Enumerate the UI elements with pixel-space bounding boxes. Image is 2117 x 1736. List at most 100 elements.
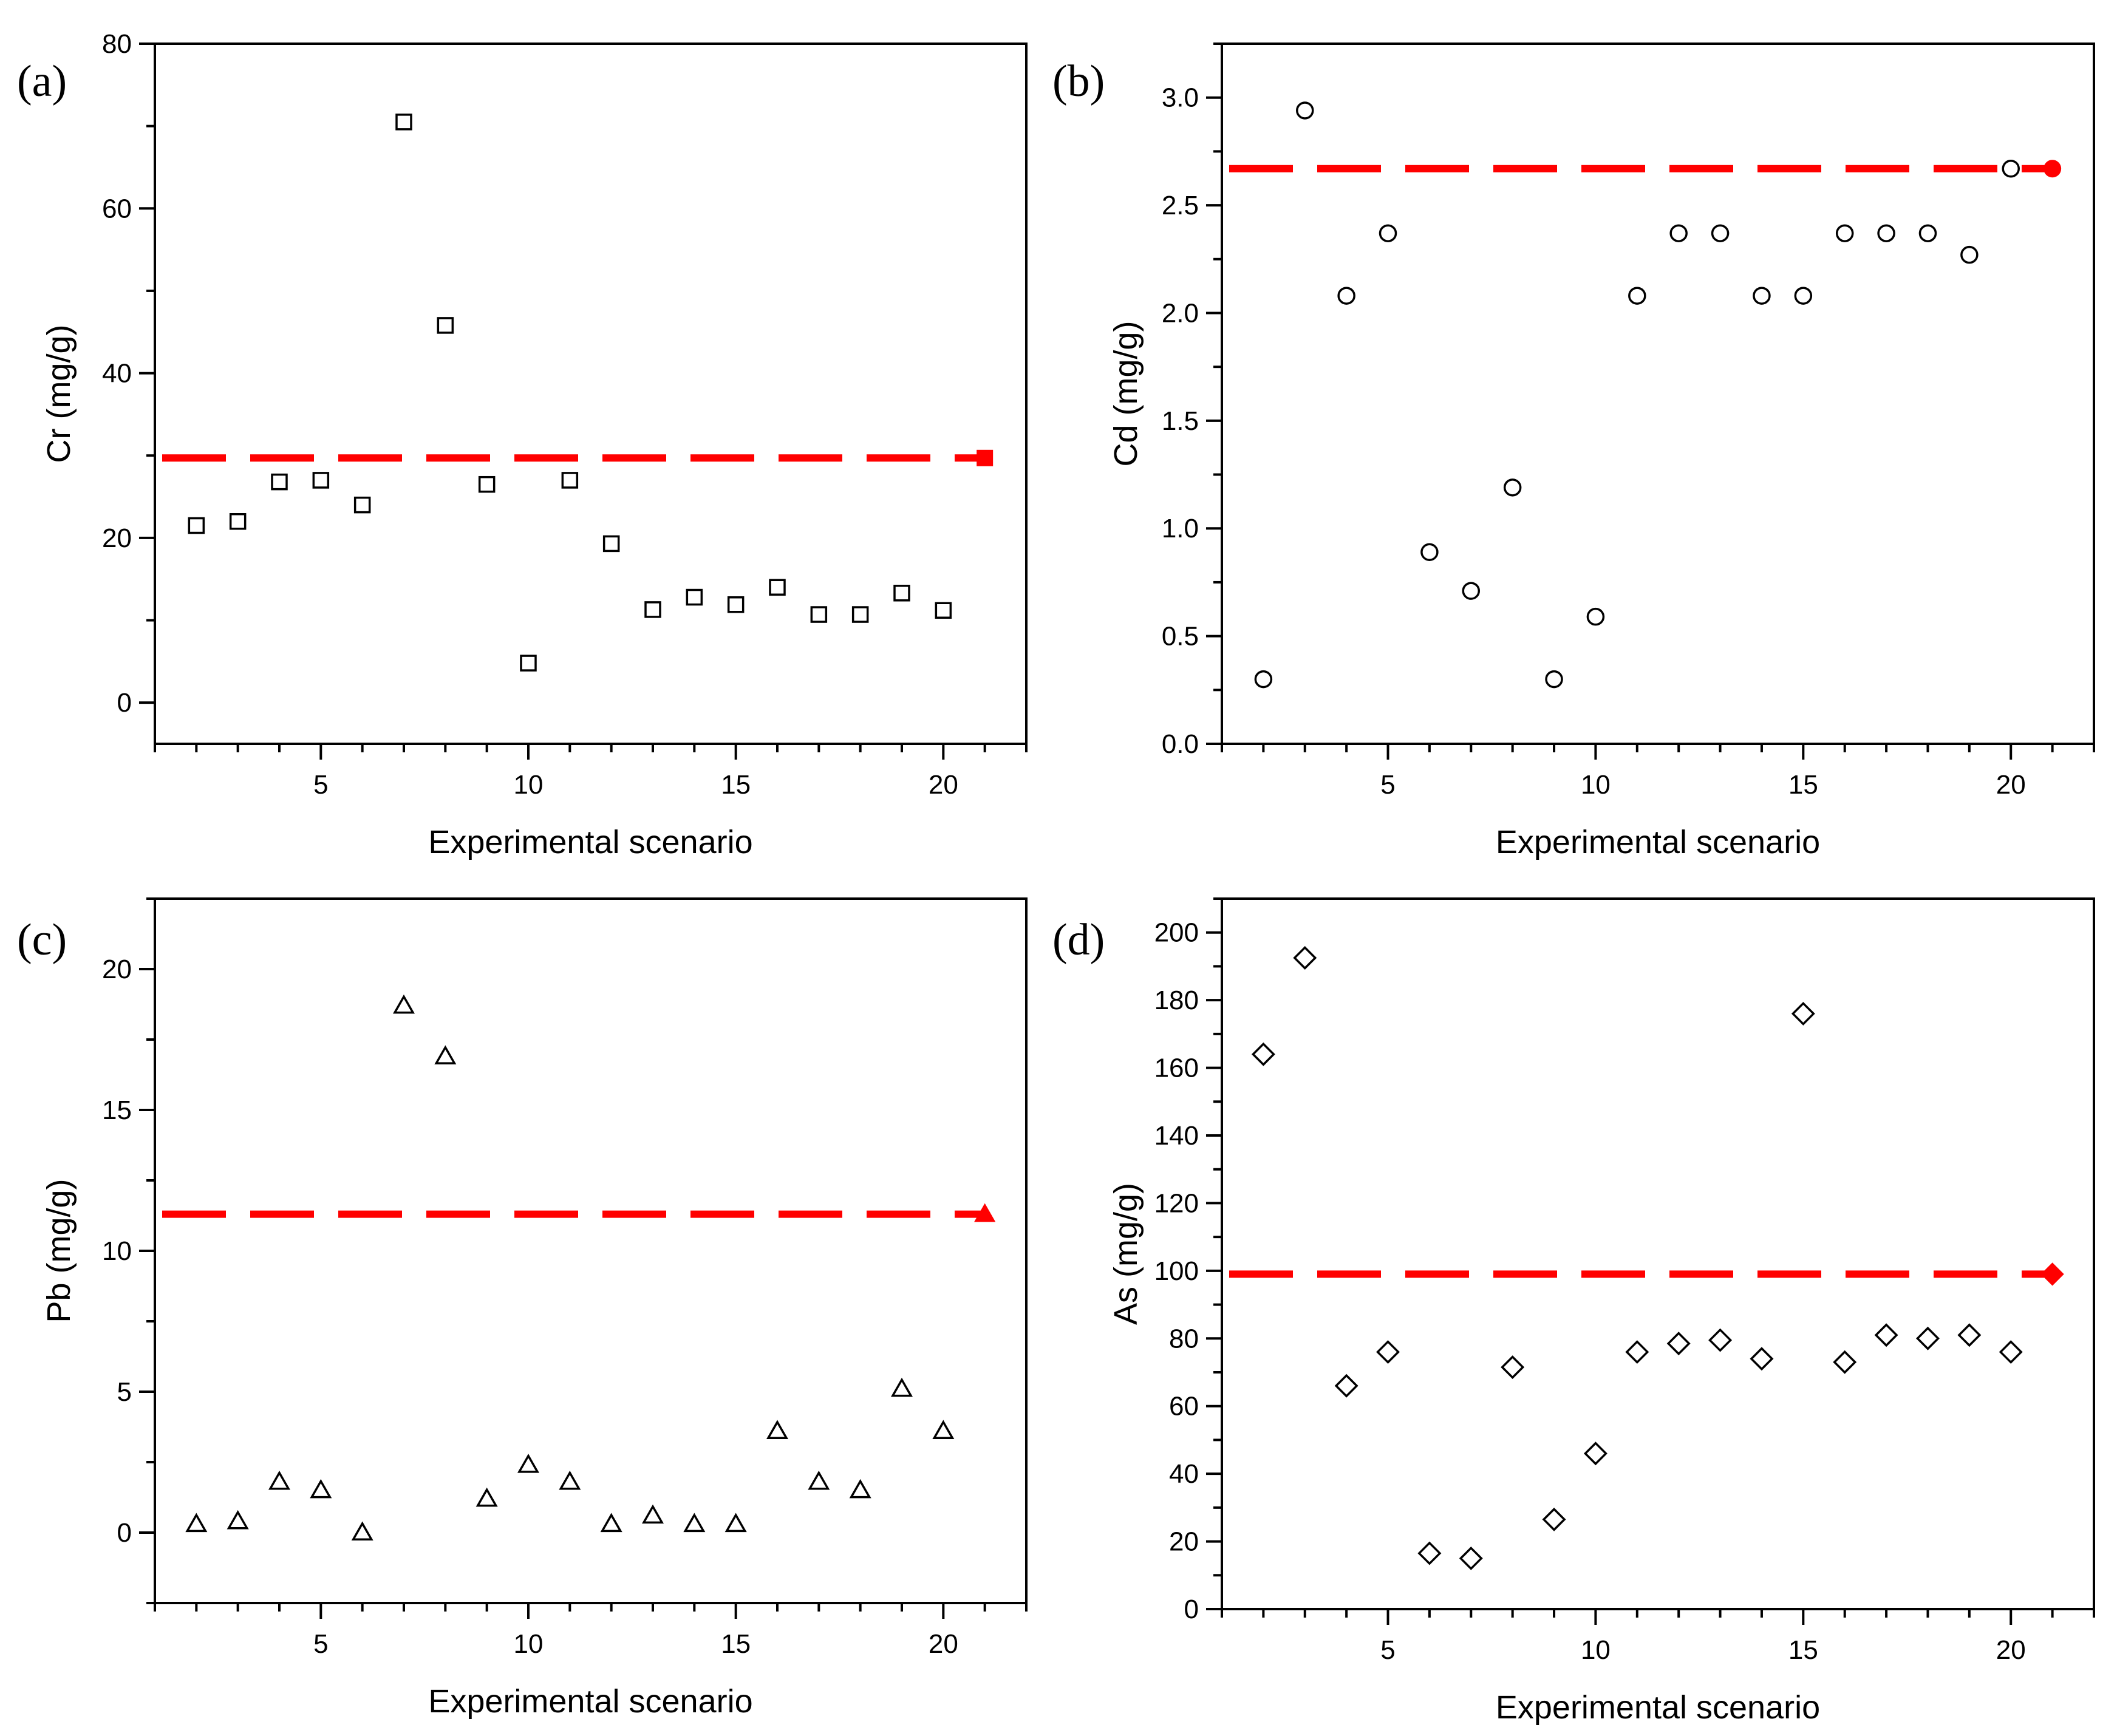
data-point <box>520 655 537 672</box>
data-point <box>849 1479 871 1499</box>
data-point <box>851 606 869 623</box>
data-point <box>434 1045 457 1064</box>
data-point <box>724 1513 747 1533</box>
data-point <box>268 1470 291 1490</box>
x-tick-label: 10 <box>1581 770 1611 800</box>
data-point <box>1420 543 1439 562</box>
data-point <box>893 585 910 602</box>
data-point <box>310 1479 332 1499</box>
y-tick-label: 80 <box>102 29 132 59</box>
data-point <box>1791 1001 1815 1026</box>
data-point <box>1379 224 1397 242</box>
y-tick-label: 0 <box>1184 1595 1199 1624</box>
y-tick-label: 40 <box>1169 1459 1199 1489</box>
x-axis-label: Experimental scenario <box>1496 824 1820 860</box>
y-tick-label: 200 <box>1154 918 1199 948</box>
data-point <box>683 1513 706 1533</box>
data-point <box>686 588 703 606</box>
data-point <box>478 475 496 493</box>
data-point <box>561 472 579 489</box>
data-point <box>810 606 828 623</box>
reference-marker <box>977 449 994 466</box>
data-point <box>271 473 288 491</box>
y-tick-label: 10 <box>102 1236 132 1266</box>
panel-label: (c) <box>17 915 67 965</box>
reference-marker <box>2040 1262 2064 1286</box>
x-axis-label: Experimental scenario <box>428 1683 752 1720</box>
y-axis-label: Cr (mg/g) <box>41 325 77 463</box>
x-tick-label: 15 <box>721 770 751 800</box>
y-tick-label: 160 <box>1154 1054 1199 1083</box>
data-point <box>229 513 247 530</box>
panel-2: 5 10 15 20 0.0 0.5 1.0 1.5 2.0 2.5 3.0 Experimental… <box>1052 43 2095 860</box>
y-axis-label: Cd (mg/g) <box>1108 321 1144 466</box>
panel-4: 5 10 15 20020406080100120140160180200Experi… <box>1052 897 2095 1726</box>
data-point <box>644 601 661 618</box>
y-tick-label: 2.5 <box>1162 191 1199 220</box>
data-point <box>559 1470 581 1490</box>
x-tick-label: 5 <box>313 770 328 800</box>
y-tick-label: 3.0 <box>1162 83 1199 113</box>
data-point <box>727 596 745 613</box>
x-tick-label: 20 <box>929 770 958 800</box>
y-tick-label: 0.0 <box>1162 729 1199 759</box>
x-tick-label: 5 <box>313 1629 328 1659</box>
y-tick-label: 120 <box>1154 1188 1199 1218</box>
data-point <box>1293 946 1317 970</box>
data-point <box>1753 287 1771 305</box>
y-axis-label: As (mg/g) <box>1108 1183 1144 1325</box>
data-point <box>1586 607 1605 626</box>
panel-1: 5 10 15 20 0 20 40 60 80 Experimental scenario Cr … <box>17 29 1028 860</box>
data-point <box>2002 160 2020 178</box>
data-point <box>1417 1541 1442 1565</box>
data-point <box>312 472 330 489</box>
y-tick-label: 140 <box>1154 1121 1199 1151</box>
x-tick-label: 20 <box>1996 1635 2026 1665</box>
plot-frame <box>154 43 1028 745</box>
data-point <box>1501 1355 1525 1380</box>
data-point <box>1877 224 1895 242</box>
y-tick-label: 2.0 <box>1162 298 1199 328</box>
y-tick-label: 20 <box>102 955 132 984</box>
data-point <box>392 994 415 1014</box>
y-tick-label: 1.0 <box>1162 514 1199 543</box>
reference-marker <box>974 1203 996 1222</box>
data-point <box>1296 101 1314 120</box>
data-point <box>227 1510 249 1530</box>
data-point <box>517 1454 540 1473</box>
data-point <box>1669 224 1688 242</box>
data-point <box>1545 670 1563 689</box>
data-point <box>932 1420 955 1439</box>
data-point <box>1708 1328 1733 1352</box>
data-point <box>437 317 454 334</box>
data-point <box>1337 287 1355 305</box>
x-axis-label: Experimental scenario <box>1496 1689 1820 1726</box>
x-tick-label: 15 <box>1788 1635 1818 1665</box>
data-point <box>1666 1332 1691 1356</box>
y-tick-label: 60 <box>1169 1392 1199 1421</box>
y-tick-label: 0 <box>117 688 132 718</box>
data-point <box>1503 478 1522 497</box>
y-tick-label: 15 <box>102 1095 132 1125</box>
data-point <box>185 1513 208 1533</box>
y-axis-label: Pb (mg/g) <box>41 1179 77 1322</box>
data-point <box>1711 224 1730 242</box>
data-point <box>769 579 786 596</box>
data-point <box>1625 1340 1649 1364</box>
x-tick-label: 5 <box>1380 1635 1395 1665</box>
y-tick-label: 100 <box>1154 1256 1199 1286</box>
data-point <box>476 1487 498 1507</box>
data-point <box>1957 1323 1982 1347</box>
data-point <box>935 602 952 619</box>
data-point <box>1750 1347 1774 1371</box>
data-point <box>1960 245 1979 264</box>
y-tick-label: 80 <box>1169 1324 1199 1353</box>
y-tick-label: 0 <box>117 1518 132 1548</box>
x-tick-label: 15 <box>721 1629 751 1659</box>
data-point <box>600 1513 622 1533</box>
x-axis-label: Experimental scenario <box>428 824 752 860</box>
data-point <box>1459 1546 1483 1570</box>
y-tick-label: 20 <box>1169 1527 1199 1557</box>
data-point <box>1334 1373 1358 1398</box>
